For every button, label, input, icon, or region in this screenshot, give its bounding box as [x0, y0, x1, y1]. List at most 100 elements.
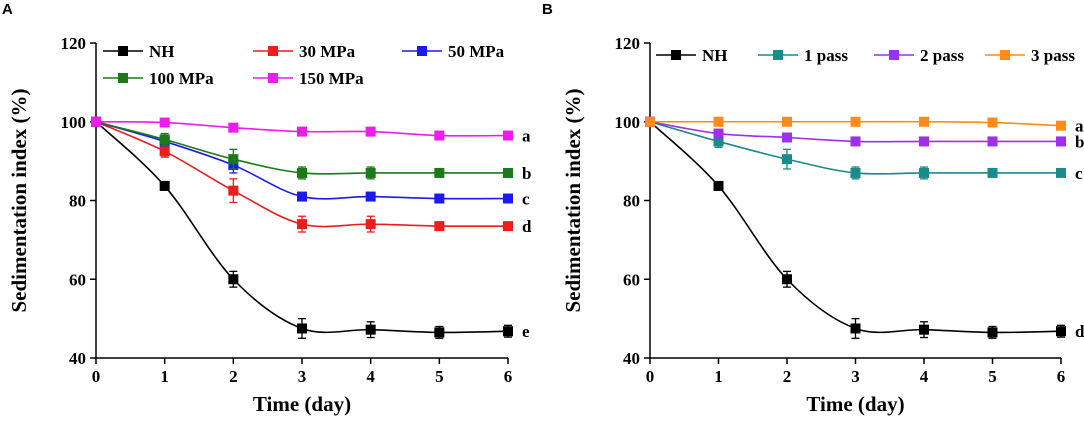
data-point	[228, 154, 239, 165]
significance-label: e	[522, 322, 530, 341]
data-point	[1056, 167, 1066, 178]
data-point	[713, 180, 724, 191]
x-tick-label: 2	[783, 367, 792, 386]
chart-panel-b: B 40 60 80 100 120 0 1 2 3 4 5 6 Time (day) Sedimentat…	[542, 1, 1084, 416]
data-point	[159, 117, 170, 128]
data-point	[434, 327, 445, 338]
y-tick-label: 60	[623, 270, 640, 289]
data-point	[91, 116, 101, 127]
legend-marker	[773, 50, 783, 60]
legend-label: 3 pass	[1031, 46, 1075, 65]
legend-marker	[268, 46, 278, 56]
significance-label: b	[1075, 132, 1084, 151]
x-axis-title: Time (day)	[806, 392, 904, 416]
legend-entry: 100 MPa	[103, 69, 214, 88]
data-point	[919, 167, 929, 178]
x-tick-label: 4	[920, 367, 929, 386]
series-30-mpa: d	[91, 116, 532, 236]
data-point	[503, 130, 513, 141]
data-point	[782, 274, 792, 285]
data-point	[434, 221, 445, 232]
series-nh: e	[91, 116, 530, 341]
legend-label: 2 pass	[920, 46, 964, 65]
legend-marker	[1000, 50, 1010, 60]
data-point	[365, 324, 376, 335]
x-tick-label: 2	[229, 367, 238, 386]
legend-entry: NH	[656, 46, 728, 65]
legend-entry: NH	[103, 42, 175, 61]
data-point	[365, 167, 376, 178]
y-tick-label: 120	[61, 34, 87, 53]
data-point	[987, 167, 998, 178]
y-tick-label: 80	[69, 192, 86, 211]
x-tick-label: 4	[366, 367, 375, 386]
data-point	[1056, 136, 1066, 147]
significance-label: c	[522, 190, 530, 209]
series-nh: d	[645, 116, 1084, 341]
legend-entry: 150 MPa	[253, 69, 364, 88]
data-point	[434, 167, 445, 178]
data-point	[713, 116, 724, 127]
legend-marker	[268, 73, 278, 83]
data-point	[919, 116, 929, 127]
series-3-pass: a	[645, 117, 1084, 136]
significance-label: a	[522, 127, 531, 146]
legend-entry: 30 MPa	[253, 42, 356, 61]
data-point	[987, 136, 998, 147]
legend-label: NH	[149, 42, 175, 61]
data-point	[850, 167, 861, 178]
y-tick-label: 40	[623, 349, 640, 368]
significance-label: a	[1075, 117, 1084, 136]
series-line	[649, 120, 1061, 175]
data-point	[645, 116, 655, 127]
data-point	[297, 191, 307, 202]
x-tick-label: 6	[504, 367, 513, 386]
data-point	[297, 167, 307, 178]
data-point	[782, 116, 792, 127]
series-50-mpa: c	[91, 116, 530, 209]
x-tick-label: 0	[92, 367, 101, 386]
data-point	[850, 323, 861, 334]
data-point	[503, 221, 513, 232]
legend-label: 30 MPa	[299, 42, 356, 61]
legend-label: 150 MPa	[299, 69, 364, 88]
y-axis-title: Sedimentation index (%)	[7, 88, 31, 312]
data-point	[782, 132, 792, 143]
legend-label: 1 pass	[804, 46, 848, 65]
x-tick-label: 3	[298, 367, 307, 386]
data-point	[782, 154, 792, 165]
data-point	[713, 136, 724, 147]
legend-marker	[417, 46, 427, 56]
x-tick-label: 1	[160, 367, 169, 386]
chart-panel-a: A 40 60 80 100 120 0 1 2 3 4 5 6 Time (day) Sedimentat…	[2, 1, 532, 416]
data-point	[159, 180, 170, 191]
data-point	[228, 274, 239, 285]
significance-label: d	[522, 217, 532, 236]
data-point	[503, 167, 513, 178]
x-tick-label: 5	[435, 367, 444, 386]
x-axis-title: Time (day)	[253, 392, 351, 416]
x-tick-label: 3	[851, 367, 860, 386]
legend-label: NH	[702, 46, 728, 65]
data-point	[228, 185, 239, 196]
legend-marker	[889, 50, 899, 60]
y-tick-label: 100	[61, 113, 87, 132]
data-point	[919, 324, 929, 335]
legend-entry: 50 MPa	[402, 42, 505, 61]
data-point	[159, 146, 170, 157]
y-axis-title: Sedimentation index (%)	[561, 88, 585, 312]
data-point	[987, 327, 998, 338]
data-point	[297, 126, 307, 137]
series-100-mpa: b	[91, 116, 531, 183]
legend-marker	[118, 46, 128, 56]
data-point	[297, 323, 307, 334]
legend-label: 100 MPa	[149, 69, 214, 88]
legend-entry: 3 pass	[985, 46, 1075, 65]
data-point	[850, 136, 861, 147]
y-tick-label: 100	[615, 113, 641, 132]
data-point	[365, 191, 376, 202]
significance-label: c	[1075, 164, 1083, 183]
y-tick-label: 60	[69, 270, 86, 289]
data-point	[987, 117, 998, 128]
